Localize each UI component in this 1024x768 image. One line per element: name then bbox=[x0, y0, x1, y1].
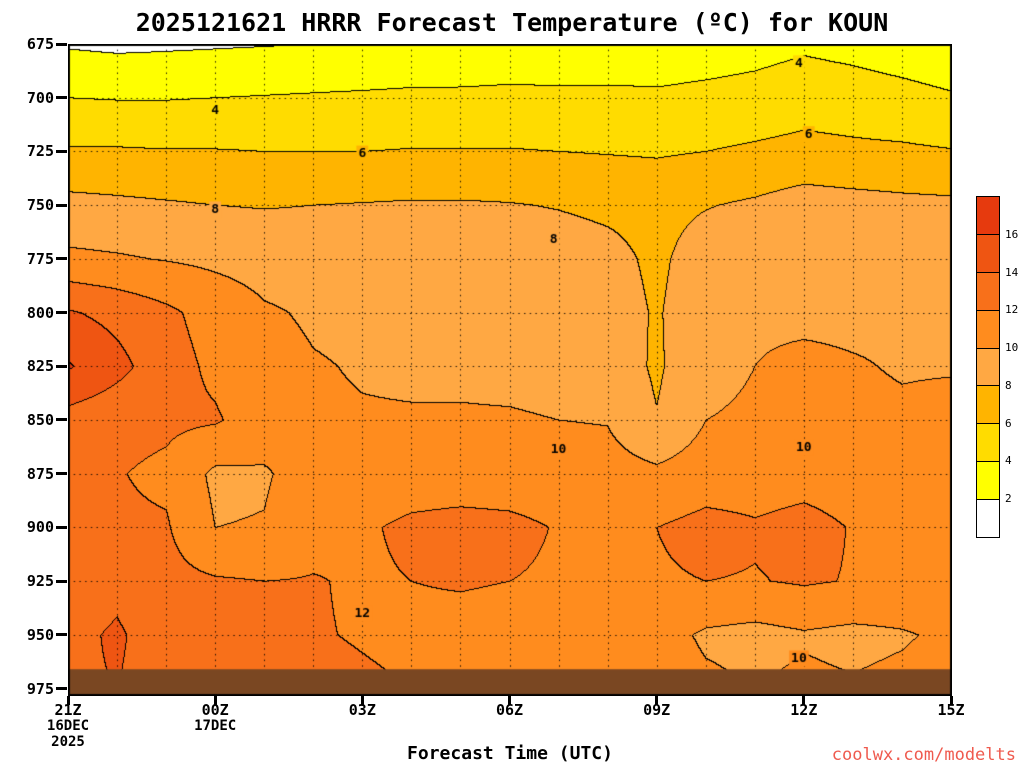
colorbar-swatch bbox=[977, 309, 999, 348]
y-axis-tick bbox=[56, 418, 67, 422]
y-axis-tick bbox=[56, 579, 67, 583]
temperature-field-canvas bbox=[68, 44, 952, 696]
y-axis-tick-label: 775 bbox=[26, 249, 54, 268]
y-axis-tick bbox=[56, 257, 67, 261]
y-axis-tick-label: 800 bbox=[26, 303, 54, 322]
colorbar-swatch bbox=[977, 347, 999, 386]
x-axis-tick-label: 09Z bbox=[643, 701, 671, 719]
y-axis-tick-label: 850 bbox=[26, 410, 54, 429]
x-axis-tick-label: 06Z bbox=[495, 701, 524, 719]
y-axis-tick-label: 950 bbox=[26, 625, 54, 644]
colorbar-swatch bbox=[977, 423, 999, 462]
y-axis-tick bbox=[56, 42, 67, 46]
y-axis-tick-label: 900 bbox=[26, 518, 54, 537]
x-axis-date-label: 2025 bbox=[51, 734, 85, 750]
y-axis-tick-label: 975 bbox=[26, 679, 54, 698]
y-axis-tick-label: 925 bbox=[26, 572, 54, 591]
x-axis-date-label: 16DEC bbox=[46, 718, 90, 734]
x-axis-tick bbox=[802, 696, 806, 705]
x-axis-date-label: 17DEC bbox=[194, 718, 237, 734]
x-axis-tick bbox=[213, 696, 217, 705]
watermark-text: coolwx.com/modelts bbox=[831, 745, 1016, 765]
y-axis-tick bbox=[56, 311, 67, 315]
y-axis-tick-label: 725 bbox=[26, 142, 54, 161]
x-axis-tick-label: 21Z bbox=[54, 701, 82, 719]
y-axis-tick-label: 875 bbox=[26, 464, 54, 483]
colorbar-swatch bbox=[977, 499, 999, 538]
y-axis-tick-label: 675 bbox=[26, 35, 54, 53]
y-axis-tick bbox=[56, 633, 67, 637]
colorbar-tick-label: 12 bbox=[1005, 303, 1019, 317]
colorbar-tick-label: 14 bbox=[1005, 265, 1019, 279]
x-axis-tick bbox=[508, 696, 511, 705]
colorbar-swatch bbox=[977, 271, 999, 310]
x-axis-tick bbox=[655, 696, 659, 705]
y-axis-tick bbox=[56, 149, 67, 153]
colorbar-tick-label: 8 bbox=[1005, 378, 1012, 392]
x-axis-title: Forecast Time (UTC) bbox=[407, 743, 613, 764]
y-axis-tick bbox=[56, 364, 67, 368]
x-axis-tick-label: 12Z bbox=[790, 701, 818, 719]
x-axis-tick bbox=[360, 696, 364, 705]
y-axis-tick-label: 700 bbox=[26, 88, 54, 107]
x-axis-tick bbox=[66, 696, 70, 705]
y-axis-tick bbox=[56, 472, 67, 476]
y-axis-tick bbox=[56, 687, 67, 691]
colorbar bbox=[976, 196, 1000, 538]
colorbar-tick-label: 16 bbox=[1005, 227, 1019, 241]
y-axis-tick-label: 750 bbox=[26, 196, 54, 215]
x-axis-tick-label: 15Z bbox=[937, 701, 965, 719]
colorbar-tick-label: 2 bbox=[1005, 492, 1012, 506]
colorbar-swatch bbox=[977, 233, 999, 272]
colorbar-tick-label: 6 bbox=[1005, 416, 1012, 430]
colorbar-swatch bbox=[977, 197, 999, 234]
chart-title: 2025121621 HRRR Forecast Temperature (ºC… bbox=[135, 8, 889, 37]
colorbar-tick-label: 4 bbox=[1005, 454, 1012, 468]
colorbar-tick-label: 10 bbox=[1005, 341, 1019, 355]
colorbar-swatch bbox=[977, 385, 999, 424]
y-axis-tick-label: 825 bbox=[26, 357, 54, 376]
colorbar-swatch bbox=[977, 461, 999, 500]
y-axis-tick bbox=[56, 96, 67, 100]
y-axis-tick bbox=[56, 525, 67, 529]
x-axis-tick bbox=[949, 696, 953, 705]
x-axis-tick-label: 00Z bbox=[201, 701, 229, 719]
x-axis-tick-label: 03Z bbox=[348, 701, 376, 719]
y-axis-tick bbox=[56, 203, 67, 207]
